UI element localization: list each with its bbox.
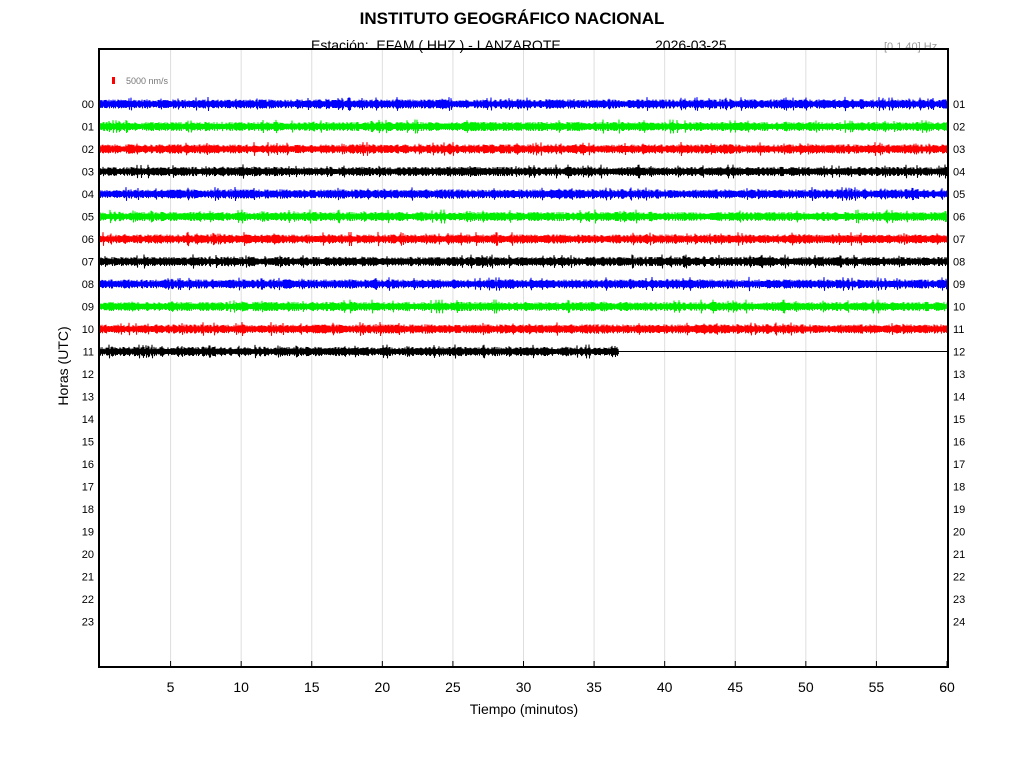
hour-label-left: 07 [82, 257, 94, 269]
hour-label-right: 20 [953, 527, 965, 539]
hour-label-right: 05 [953, 189, 965, 201]
x-axis-ticks: 5 10 15 20 25 30 35 40 45 50 55 60 [167, 661, 955, 695]
right-hour-labels: 01 02 03 04 05 06 07 08 09 10 11 12 13 14 15 16 17 18 19 20… [953, 99, 965, 629]
x-axis-label: Tiempo (minutos) [469, 701, 579, 717]
trace-hour-01 [99, 119, 948, 134]
hour-label-right: 09 [953, 279, 965, 291]
chart-title: INSTITUTO GEOGRÁFICO NACIONAL [359, 9, 665, 28]
hour-label-right: 22 [953, 572, 965, 584]
left-hour-labels: 00 01 02 03 04 05 06 07 08 09 10 11 12 13 14 15 16 17 18 19… [82, 99, 94, 629]
hour-label-left: 17 [82, 482, 94, 494]
hour-label-left: 12 [82, 369, 94, 381]
hour-label-right: 07 [953, 234, 965, 246]
hour-label-left: 23 [82, 617, 94, 629]
hour-label-right: 10 [953, 302, 965, 314]
x-tick-label: 20 [375, 679, 391, 695]
hour-label-right: 01 [953, 99, 965, 111]
trace-hour-06 [99, 231, 948, 247]
scale-label: 5000 nm/s [126, 76, 169, 86]
hour-label-left: 20 [82, 549, 94, 561]
trace-hour-09 [99, 299, 948, 314]
trace-hour-02 [99, 141, 948, 157]
hour-label-left: 18 [82, 504, 94, 516]
x-tick-label: 40 [657, 679, 673, 695]
hour-label-left: 11 [83, 347, 94, 359]
hour-label-right: 02 [953, 122, 965, 134]
hour-label-right: 13 [953, 369, 965, 381]
hour-label-left: 06 [82, 234, 94, 246]
trace-hour-08 [99, 276, 948, 292]
hour-label-left: 01 [82, 122, 94, 134]
hour-label-left: 16 [82, 459, 94, 471]
hour-label-right: 14 [953, 392, 965, 404]
hour-label-right: 03 [953, 144, 965, 156]
hour-label-right: 12 [953, 347, 965, 359]
hour-label-left: 08 [82, 279, 94, 291]
hour-label-left: 09 [82, 302, 94, 314]
hour-label-right: 11 [953, 324, 964, 336]
trace-hour-10 [99, 321, 948, 337]
hour-label-left: 13 [82, 392, 94, 404]
hour-label-left: 19 [82, 527, 94, 539]
x-tick-label: 55 [869, 679, 885, 695]
x-tick-label: 35 [586, 679, 602, 695]
hour-label-right: 16 [953, 437, 965, 449]
hour-label-left: 05 [82, 212, 94, 224]
hour-label-right: 19 [953, 504, 965, 516]
hour-label-right: 24 [953, 617, 965, 629]
hour-label-left: 00 [82, 99, 94, 111]
amplitude-scale: 5000 nm/s [112, 76, 169, 86]
hour-label-right: 15 [953, 414, 965, 426]
hour-label-right: 17 [953, 459, 965, 471]
plot-frame [98, 48, 949, 668]
x-tick-label: 60 [939, 679, 955, 695]
trace-hour-11 [99, 344, 619, 359]
seismic-traces [99, 96, 948, 359]
hour-label-left: 21 [82, 572, 94, 584]
hour-label-right: 18 [953, 482, 965, 494]
hour-label-right: 04 [953, 167, 965, 179]
hour-label-left: 10 [82, 324, 94, 336]
x-tick-label: 50 [798, 679, 814, 695]
trace-hour-05 [99, 209, 948, 224]
hour-label-left: 03 [82, 167, 94, 179]
hour-label-left: 15 [82, 437, 94, 449]
x-tick-label: 10 [233, 679, 249, 695]
hour-label-left: 14 [82, 414, 94, 426]
scale-bar [112, 77, 115, 84]
x-tick-label: 30 [516, 679, 532, 695]
trace-hour-04 [99, 186, 948, 202]
trace-hour-00 [99, 96, 948, 112]
x-tick-label: 25 [445, 679, 461, 695]
hour-label-right: 23 [953, 594, 965, 606]
x-tick-label: 45 [727, 679, 743, 695]
trace-hour-07 [99, 254, 948, 269]
hour-label-left: 04 [82, 189, 94, 201]
x-tick-label: 5 [167, 679, 175, 695]
trace-hour-03 [99, 164, 948, 179]
vertical-gridlines [170, 50, 877, 666]
hour-label-right: 08 [953, 257, 965, 269]
hour-label-left: 02 [82, 144, 94, 156]
y-axis-label: Horas (UTC) [55, 326, 71, 406]
hour-label-right: 06 [953, 212, 965, 224]
hour-label-left: 22 [82, 594, 94, 606]
x-tick-label: 15 [304, 679, 320, 695]
hour-label-right: 21 [953, 549, 965, 561]
